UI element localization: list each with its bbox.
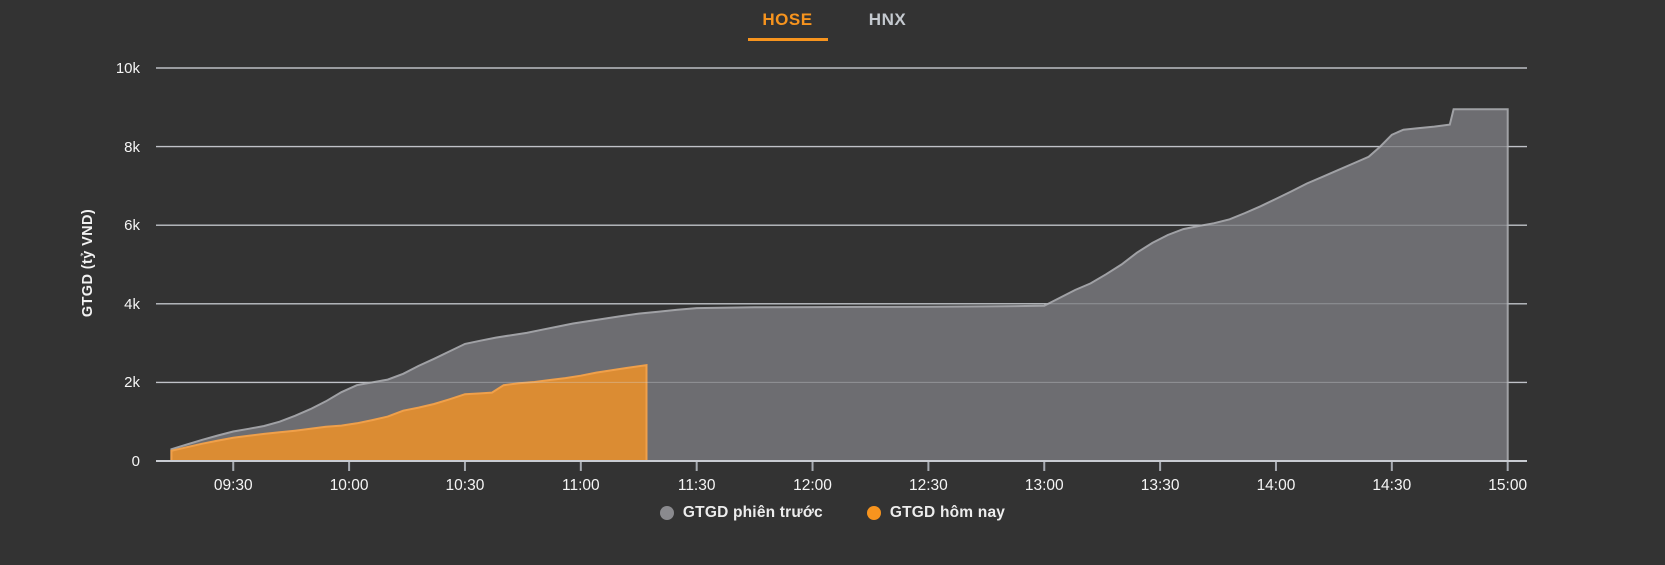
x-tick-label-12:30: 12:30 (908, 477, 948, 494)
x-tick-label-13:30: 13:30 (1140, 477, 1180, 494)
x-tick-label-09:30: 09:30 (213, 477, 253, 494)
area-edge-series-0 (170, 108, 1509, 461)
legend-dot-previous-session (659, 506, 674, 520)
y-tick-label-10k: 10k (115, 60, 140, 77)
chart-legend: GTGD phiên trước GTGD hôm nay (0, 504, 1665, 522)
legend-item-today[interactable]: GTGD hôm nay (866, 504, 1006, 522)
x-tick-label-14:30: 14:30 (1372, 477, 1412, 494)
y-tick-label-2k: 2k (124, 374, 140, 392)
y-tick-label-8k: 8k (124, 138, 140, 156)
exchange-tabs: HOSE HNX (0, 8, 1665, 41)
x-tick-label-11:30: 11:30 (677, 477, 716, 494)
x-tick-label-14:00: 14:00 (1256, 477, 1296, 494)
tab-hnx[interactable]: HNX (868, 10, 907, 29)
y-tick-label-6k: 6k (124, 217, 140, 235)
legend-item-previous-session[interactable]: GTGD phiên trước (659, 504, 823, 522)
area-series-1 (171, 365, 647, 461)
legend-dot-today (866, 506, 881, 520)
legend-label-today: GTGD hôm nay (889, 504, 1006, 521)
x-tick-label-10:30: 10:30 (445, 477, 485, 494)
legend-label-previous-session: GTGD phiên trước (682, 504, 823, 521)
area-series-0 (171, 109, 1508, 462)
x-tick-label-11:00: 11:00 (561, 477, 600, 494)
area-edge-series-1 (170, 363, 648, 461)
x-tick-label-13:00: 13:00 (1024, 477, 1064, 494)
tab-hose[interactable]: HOSE (747, 8, 828, 41)
y-tick-label-4k: 4k (124, 295, 140, 313)
x-tick-label-15:00: 15:00 (1488, 477, 1528, 494)
x-tick-label-10:00: 10:00 (329, 477, 369, 494)
y-tick-label-0: 0 (131, 453, 140, 470)
x-tick-label-12:00: 12:00 (793, 477, 832, 494)
